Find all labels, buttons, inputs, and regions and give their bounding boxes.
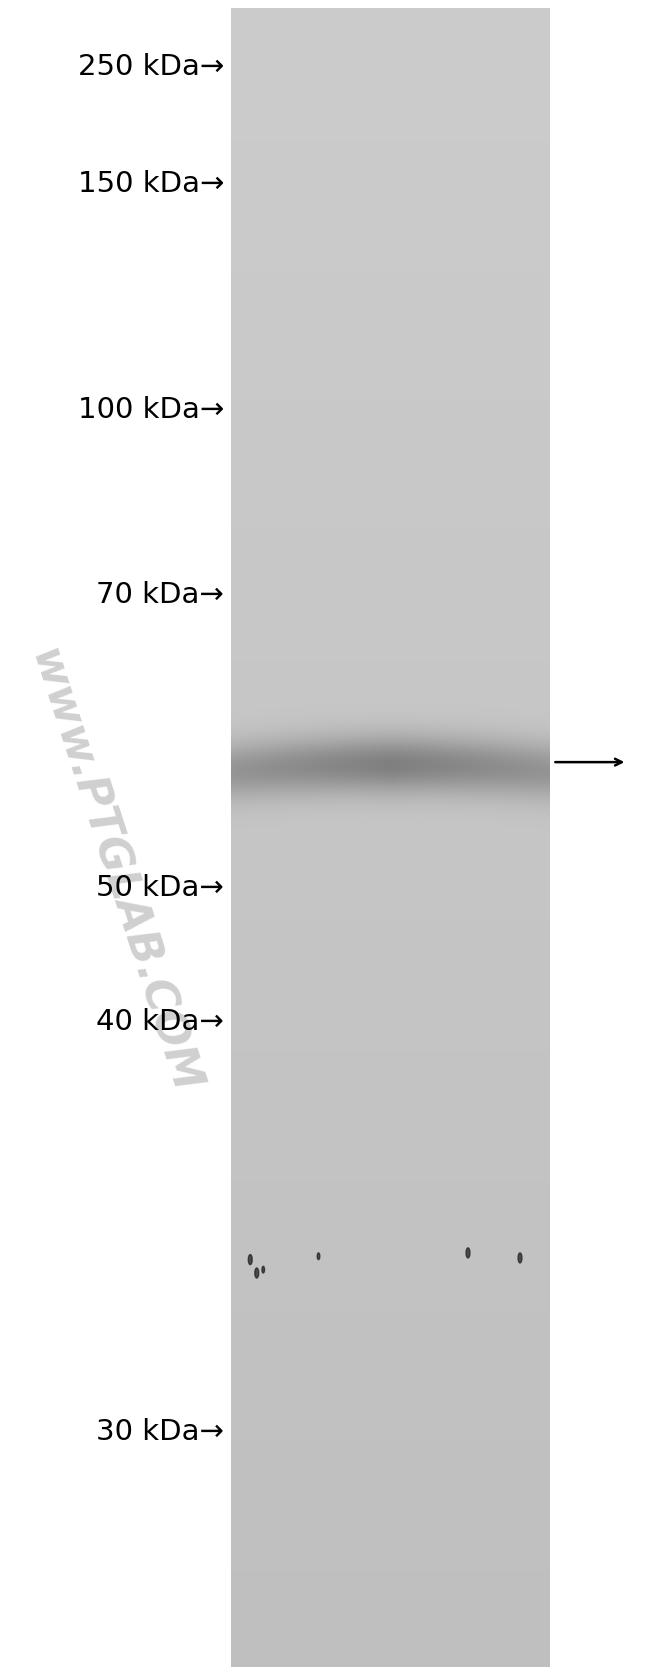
Text: 100 kDa→: 100 kDa→	[78, 397, 224, 424]
Circle shape	[518, 1253, 522, 1263]
Text: 70 kDa→: 70 kDa→	[96, 581, 224, 608]
Circle shape	[317, 1253, 320, 1260]
Circle shape	[466, 1248, 470, 1258]
Circle shape	[262, 1266, 265, 1273]
Circle shape	[248, 1255, 252, 1265]
Text: 150 kDa→: 150 kDa→	[78, 171, 224, 198]
Text: 40 kDa→: 40 kDa→	[96, 1008, 224, 1035]
Text: www.PTGLAB.COM: www.PTGLAB.COM	[21, 643, 206, 1099]
Circle shape	[255, 1268, 259, 1278]
Text: 250 kDa→: 250 kDa→	[78, 54, 224, 80]
Text: 50 kDa→: 50 kDa→	[96, 874, 224, 901]
Text: 30 kDa→: 30 kDa→	[96, 1419, 224, 1446]
